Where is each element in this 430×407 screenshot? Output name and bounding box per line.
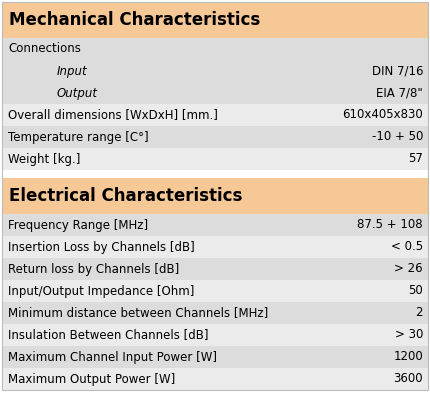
Text: Insulation Between Channels [dB]: Insulation Between Channels [dB] [8, 328, 209, 341]
Text: Frequency Range [MHz]: Frequency Range [MHz] [8, 219, 148, 232]
Bar [2, 104, 428, 126]
Text: Connections: Connections [8, 42, 81, 55]
Text: DIN 7/16: DIN 7/16 [372, 64, 423, 77]
Bar [2, 126, 428, 148]
Text: Input: Input [57, 64, 88, 77]
Text: Weight [kg.]: Weight [kg.] [8, 153, 80, 166]
Text: Maximum Channel Input Power [W]: Maximum Channel Input Power [W] [8, 350, 217, 363]
Bar [2, 324, 428, 346]
Text: Input/Output Impedance [Ohm]: Input/Output Impedance [Ohm] [8, 284, 194, 298]
Bar [2, 258, 428, 280]
Text: Insertion Loss by Channels [dB]: Insertion Loss by Channels [dB] [8, 241, 195, 254]
Text: 610x405x830: 610x405x830 [342, 109, 423, 122]
Text: Electrical Characteristics: Electrical Characteristics [9, 187, 243, 205]
Text: Minimum distance between Channels [MHz]: Minimum distance between Channels [MHz] [8, 306, 268, 319]
Text: 3600: 3600 [393, 372, 423, 385]
Text: -10 + 50: -10 + 50 [372, 131, 423, 144]
Bar [2, 178, 428, 214]
Text: Temperature range [C°]: Temperature range [C°] [8, 131, 149, 144]
Text: Return loss by Channels [dB]: Return loss by Channels [dB] [8, 263, 179, 276]
Text: < 0.5: < 0.5 [391, 241, 423, 254]
Bar [2, 60, 428, 82]
Bar [2, 38, 428, 60]
Bar [2, 236, 428, 258]
Text: > 30: > 30 [395, 328, 423, 341]
Text: 50: 50 [408, 284, 423, 298]
Bar [2, 346, 428, 368]
Text: 87.5 + 108: 87.5 + 108 [357, 219, 423, 232]
Bar [2, 368, 428, 390]
Text: 1200: 1200 [393, 350, 423, 363]
Bar [2, 2, 428, 38]
Bar [2, 280, 428, 302]
Text: Overall dimensions [WxDxH] [mm.]: Overall dimensions [WxDxH] [mm.] [8, 109, 218, 122]
Text: Mechanical Characteristics: Mechanical Characteristics [9, 11, 260, 29]
Text: EIA 7/8": EIA 7/8" [376, 87, 423, 99]
Text: Output: Output [57, 87, 98, 99]
Text: > 26: > 26 [394, 263, 423, 276]
Bar [2, 302, 428, 324]
Bar [2, 82, 428, 104]
Text: 2: 2 [415, 306, 423, 319]
Bar [2, 214, 428, 236]
Text: Maximum Output Power [W]: Maximum Output Power [W] [8, 372, 175, 385]
Text: 57: 57 [408, 153, 423, 166]
Bar [2, 148, 428, 170]
